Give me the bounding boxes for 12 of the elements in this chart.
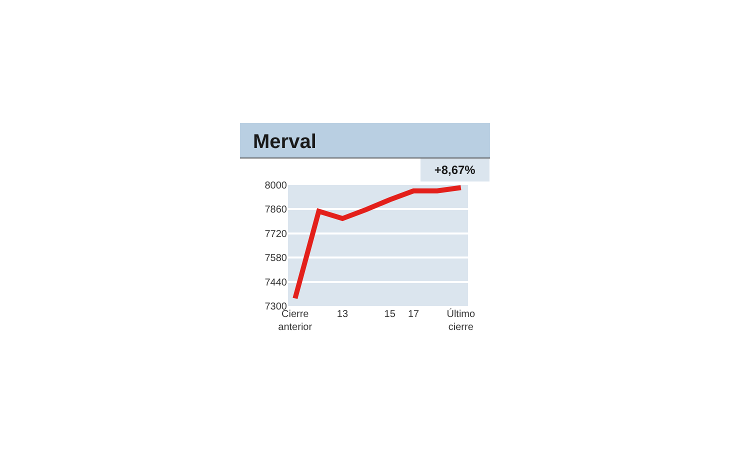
y-tick-label: 7720 — [264, 228, 288, 240]
y-tick-label: 8000 — [264, 180, 288, 192]
y-tick-label: 7440 — [264, 277, 288, 288]
x-tick-label: 13 — [336, 309, 348, 320]
y-tick-label: 7580 — [264, 253, 288, 264]
chart-title: Merval — [253, 131, 316, 153]
text: +8,67% — [434, 163, 476, 177]
x-tick-label: Cierre anterior — [278, 309, 313, 333]
x-tick-label: Último cierre — [446, 308, 476, 333]
x-tick-label: 17 — [408, 309, 420, 320]
x-tick-label: 15 — [384, 309, 396, 320]
y-tick-label: 7860 — [264, 204, 288, 216]
